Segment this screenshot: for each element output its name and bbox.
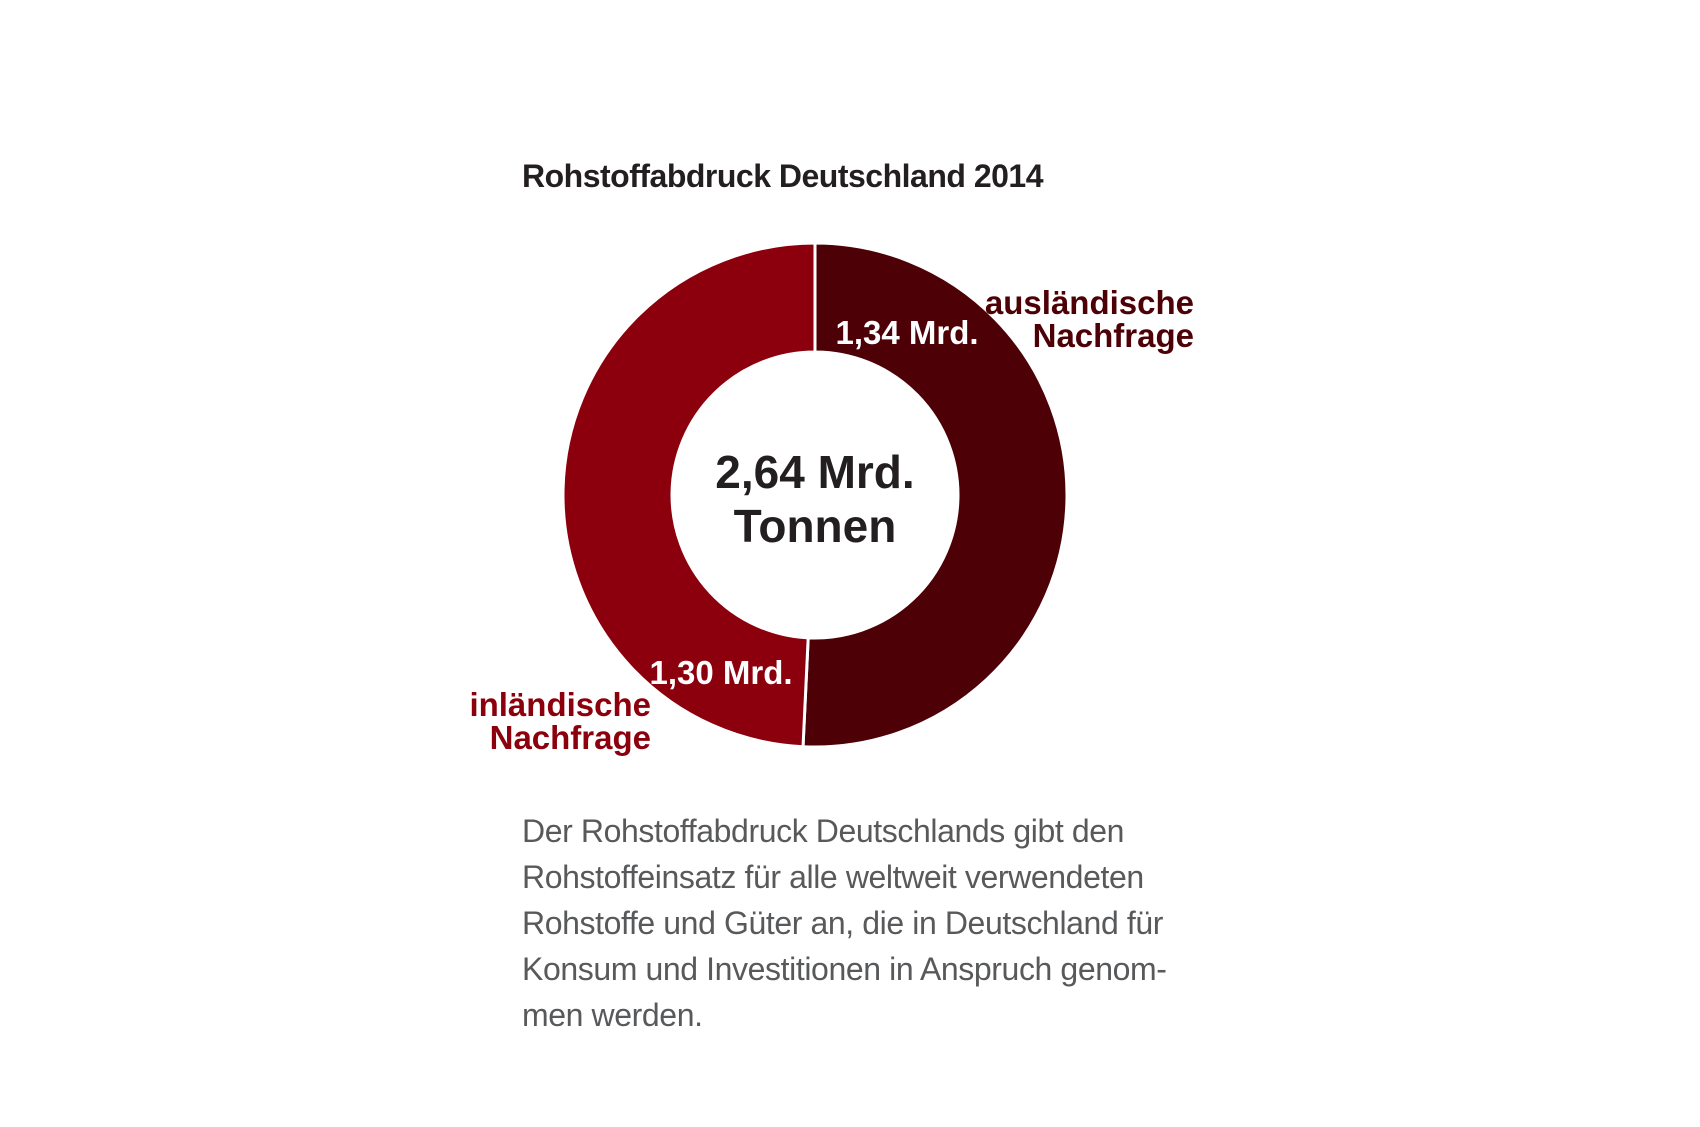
donut-slice-inlaendisch (561, 241, 817, 749)
description-line: Rohstoffeinsatz für alle weltweit verwen… (522, 859, 1144, 895)
chart-title: Rohstoffabdruck Deutschland 2014 (522, 158, 1044, 194)
description-line: Der Rohstoffabdruck Deutschlands gibt de… (522, 813, 1125, 849)
legend-label-inlaendisch-line-1: inländische (469, 686, 651, 723)
slice-value-label-auslaendisch: 1,34 Mrd. (835, 314, 978, 351)
description-paragraph: Der Rohstoffabdruck Deutschlands gibt de… (522, 808, 1242, 1038)
donut-slice-auslaendisch (801, 241, 1069, 749)
legend-label-auslaendisch-line-1: ausländische (985, 284, 1194, 321)
slice-value-label-inlaendisch: 1,30 Mrd. (649, 654, 792, 691)
legend-label-auslaendisch-line-2: Nachfrage (1033, 317, 1194, 354)
description-line: Rohstoffe und Güter an, die in Deutschla… (522, 905, 1163, 941)
description-line: Konsum und Investitionen in Anspruch gen… (522, 951, 1167, 987)
center-total-value: 2,64 Mrd. (715, 446, 914, 498)
description-line: men werden. (522, 997, 703, 1033)
legend-label-inlaendisch-line-2: Nachfrage (490, 719, 651, 756)
center-total-unit: Tonnen (734, 500, 897, 552)
